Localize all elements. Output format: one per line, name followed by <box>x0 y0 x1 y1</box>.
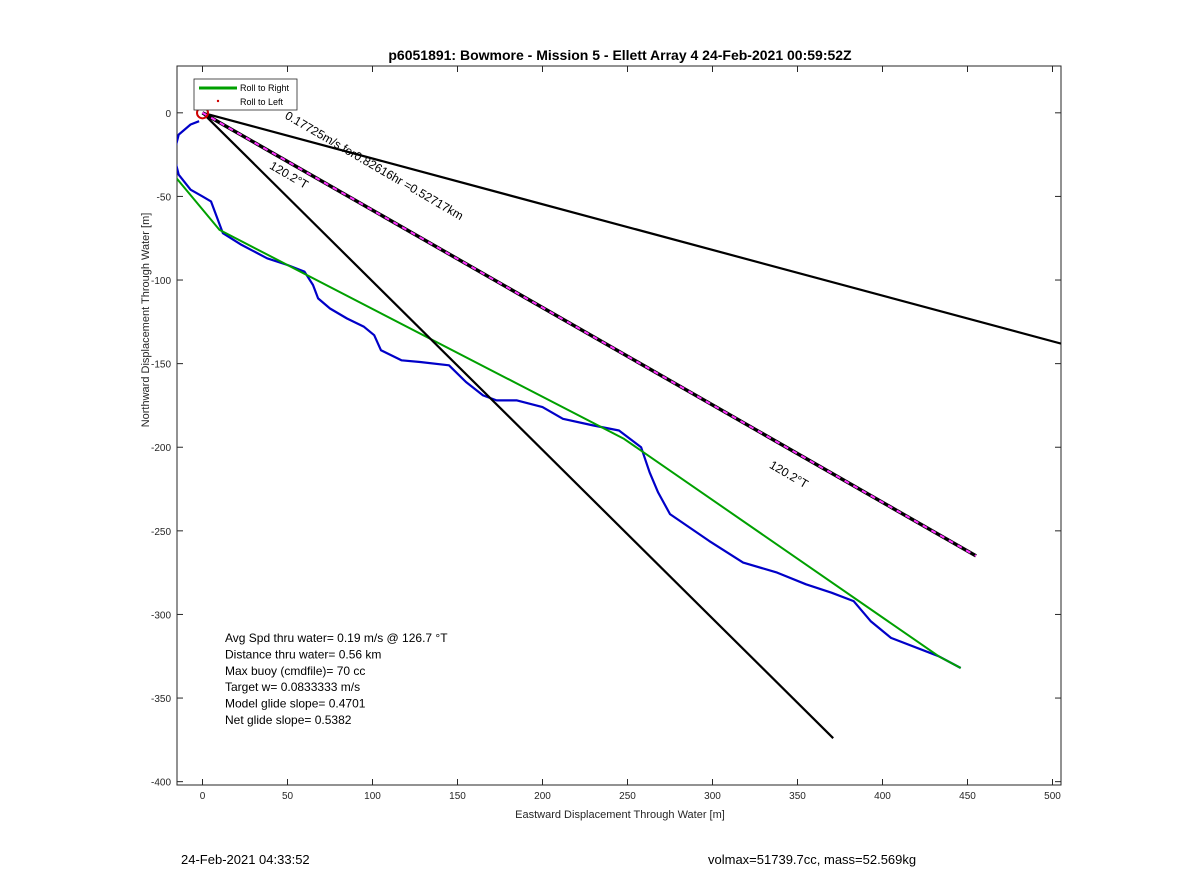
stats-line: Target w= 0.0833333 m/s <box>225 680 360 694</box>
y-tick-label: -50 <box>157 192 172 203</box>
footer-timestamp: 24-Feb-2021 04:33:52 <box>181 852 310 867</box>
current-vector-dash <box>202 111 977 557</box>
stats-line: Distance thru water= 0.56 km <box>225 647 381 661</box>
x-tick-label: 0 <box>200 791 206 802</box>
footer-vol-mass: volmax=51739.7cc, mass=52.569kg <box>708 852 917 867</box>
legend-box <box>193 78 298 111</box>
x-tick-label: 450 <box>959 791 976 802</box>
stats-line: Avg Spd thru water= 0.19 m/s @ 126.7 °T <box>225 631 448 645</box>
y-tick-label: -350 <box>151 694 171 705</box>
x-tick-label: 400 <box>874 791 891 802</box>
y-tick-label: -300 <box>151 610 171 621</box>
x-tick-label: 250 <box>619 791 636 802</box>
y-tick-label: -400 <box>151 778 171 789</box>
trajectory-line <box>177 120 962 669</box>
x-tick-label: 350 <box>789 791 806 802</box>
heading-line-1 <box>202 111 1061 345</box>
y-tick-label: 0 <box>165 109 171 120</box>
x-tick-label: 150 <box>449 791 466 802</box>
stats-text: Avg Spd thru water= 0.19 m/s @ 126.7 °T D… <box>225 631 448 727</box>
y-tick-label: -200 <box>151 443 171 454</box>
legend-label-roll-right: Roll to Right <box>240 83 290 93</box>
legend-label-roll-left: Roll to Left <box>240 97 284 107</box>
legend: Roll to Right Roll to Left <box>193 78 298 111</box>
x-axis-label: Eastward Displacement Through Water [m] <box>515 809 725 821</box>
x-tick-label: 300 <box>704 791 721 802</box>
x-tick-label: 50 <box>282 791 294 802</box>
x-tick-label: 100 <box>364 791 381 802</box>
legend-dot-roll-left <box>216 99 220 103</box>
x-tick-label: 500 <box>1044 791 1061 802</box>
x-tick-label: 200 <box>534 791 551 802</box>
stats-line: Model glide slope= 0.4701 <box>225 697 366 711</box>
y-tick-label: -150 <box>151 360 171 371</box>
series-layer <box>177 106 1061 739</box>
stats-line: Max buoy (cmdfile)= 70 cc <box>225 664 365 678</box>
x-axis-ticks: 0 50 100 150 200 250 300 350 400 450 500 <box>200 66 1061 802</box>
y-axis-label: Northward Displacement Through Water [m] <box>140 213 152 428</box>
plot-area <box>176 65 1062 786</box>
roll-right-line <box>177 177 962 669</box>
y-tick-label: -250 <box>151 527 171 538</box>
y-axis-ticks: 0 -50 -100 -150 -200 -250 -300 -350 -400 <box>151 109 1061 789</box>
stats-line: Net glide slope= 0.5382 <box>225 713 352 727</box>
chart-title: p6051891: Bowmore - Mission 5 - Ellett A… <box>388 47 852 63</box>
y-tick-label: -100 <box>151 276 171 287</box>
heading-line-2 <box>201 112 834 739</box>
